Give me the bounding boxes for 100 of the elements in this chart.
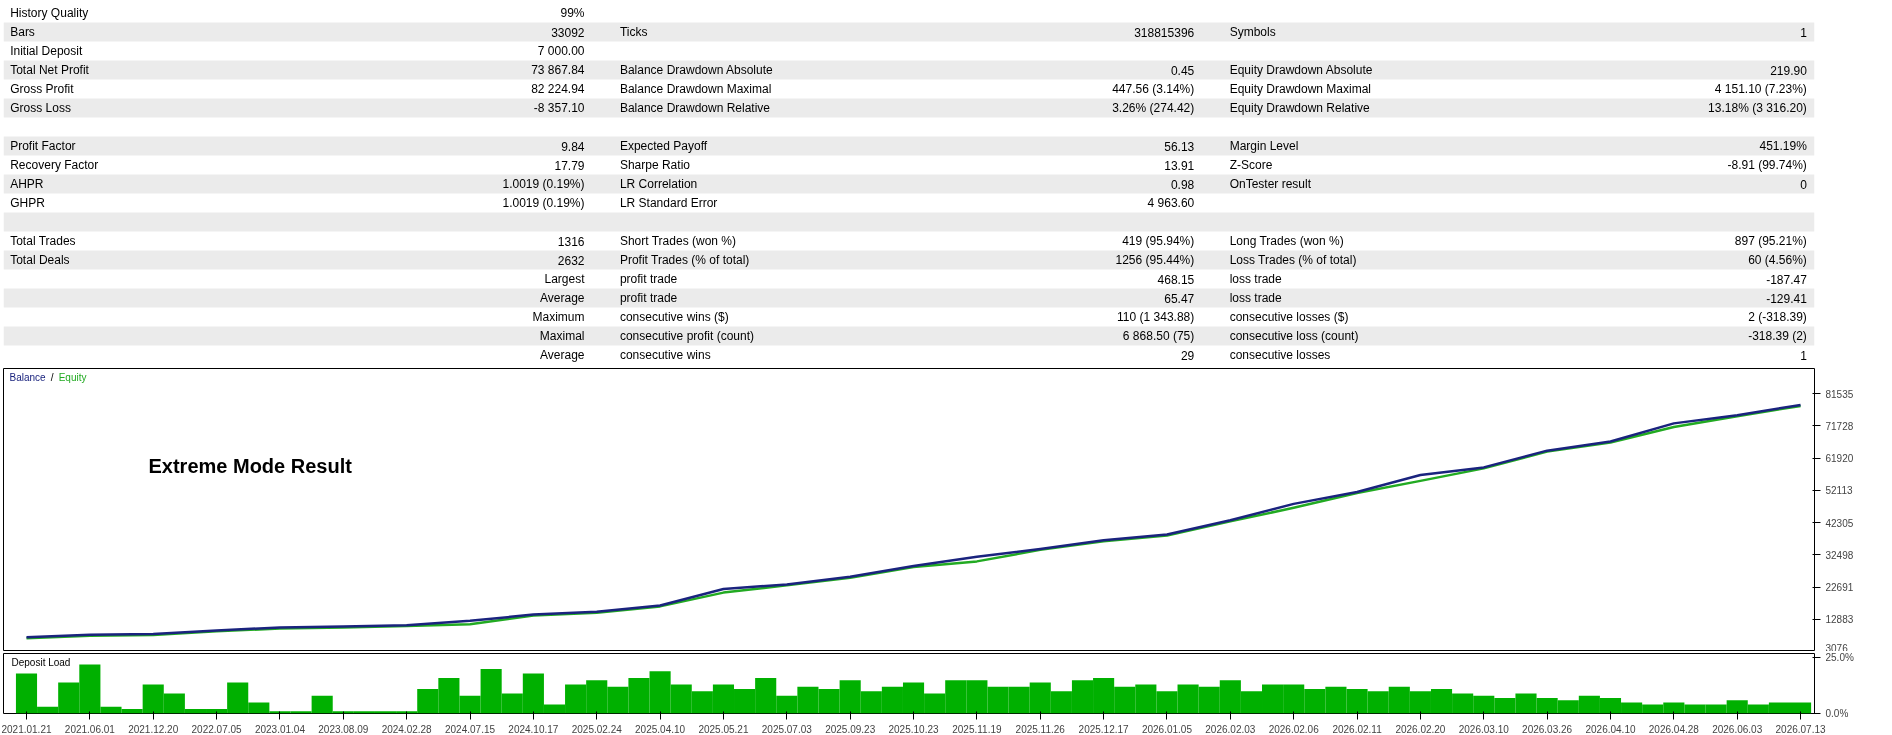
text: AHPR xyxy=(10,177,44,191)
text: Equity Drawdown Absolute xyxy=(1229,63,1373,77)
text: GHPR xyxy=(10,196,46,210)
text: Recovery Factor xyxy=(10,158,99,172)
x-tick-label: 2026.02.20 xyxy=(1395,723,1446,735)
text: Gross Loss xyxy=(10,101,71,115)
y-tick-label: 42305 xyxy=(1825,517,1854,529)
text: 73 867.84 xyxy=(531,63,585,77)
text: History Quality xyxy=(10,6,89,20)
text: 219.90 xyxy=(1770,63,1808,78)
text: Bars xyxy=(10,25,35,39)
text: LR Standard Error xyxy=(619,196,718,210)
text: Short Trades (won %) xyxy=(619,234,736,248)
text: 1 xyxy=(1800,25,1808,40)
text: -8 357.10 xyxy=(533,101,585,115)
text: consecutive profit (count) xyxy=(619,329,754,343)
text: Equity Drawdown Relative xyxy=(1229,101,1371,115)
x-tick-label: 2025.02.24 xyxy=(571,723,623,735)
text: 33092 xyxy=(551,25,585,40)
chart-title: Deposit Load xyxy=(11,656,71,668)
text: Sharpe Ratio xyxy=(619,158,691,172)
text: 419 (95.94%) xyxy=(1122,234,1195,248)
text: consecutive loss (count) xyxy=(1229,329,1359,343)
x-tick-label: 2026.03.10 xyxy=(1458,723,1510,735)
text: Total Deals xyxy=(10,253,70,267)
x-tick-label: 2025.10.23 xyxy=(888,723,939,735)
text: LR Correlation xyxy=(619,177,698,191)
x-tick-label: 2025.12.17 xyxy=(1078,723,1130,735)
text: Average xyxy=(540,348,585,362)
x-tick-label: 2024.10.17 xyxy=(508,723,559,735)
text: 0.98 xyxy=(1170,177,1195,192)
text: Balance xyxy=(9,371,47,383)
text: Balance Drawdown Relative xyxy=(619,101,771,115)
text: Total Net Profit xyxy=(10,63,90,77)
text: 29 xyxy=(1180,348,1195,363)
text: 1316 xyxy=(557,234,585,249)
text: 13.18% (3 316.20) xyxy=(1708,101,1807,115)
text: 451.19% xyxy=(1759,139,1808,153)
text: Loss Trades (% of total) xyxy=(1229,253,1357,267)
text: Maximal xyxy=(539,329,585,343)
text: OnTester result xyxy=(1229,177,1312,191)
x-tick-label: 2026.03.26 xyxy=(1522,723,1573,735)
text: 82 224.94 xyxy=(531,82,585,96)
text: 447.56 (3.14%) xyxy=(1112,82,1195,96)
text: Long Trades (won %) xyxy=(1229,234,1344,248)
x-tick-label: 2023.08.09 xyxy=(318,723,369,735)
text: 0.45 xyxy=(1170,63,1195,78)
x-tick-label: 2026.06.03 xyxy=(1712,723,1763,735)
text: 4 963.60 xyxy=(1147,196,1195,210)
x-tick-label: 2026.02.03 xyxy=(1205,723,1256,735)
text: Initial Deposit xyxy=(10,44,83,58)
text: 6 868.50 (75) xyxy=(1122,329,1195,343)
text: Profit Trades (% of total) xyxy=(619,253,750,267)
text: Largest xyxy=(544,272,586,286)
text: 110 (1 343.88) xyxy=(1117,310,1195,324)
text: profit trade xyxy=(619,291,678,305)
x-tick-label: 2026.02.06 xyxy=(1268,723,1320,735)
y-tick-label: 61920 xyxy=(1825,453,1854,465)
x-tick-label: 2026.01.05 xyxy=(1141,723,1193,735)
x-tick-label: 2025.07.03 xyxy=(761,723,813,735)
text: 318815396 xyxy=(1134,25,1195,40)
x-tick-label: 2026.04.10 xyxy=(1585,723,1636,735)
text: Equity Drawdown Maximal xyxy=(1229,82,1372,96)
y-tick-label: 32498 xyxy=(1825,549,1854,561)
text: 3.26% (274.42) xyxy=(1112,101,1195,115)
annotation: Extreme Mode Result xyxy=(148,454,353,477)
text: 7 000.00 xyxy=(537,44,585,58)
text: Ticks xyxy=(619,25,648,39)
y-tick-label: 52113 xyxy=(1825,485,1853,497)
text: Expected Payoff xyxy=(619,139,708,153)
text: Margin Level xyxy=(1229,139,1299,153)
text: consecutive wins xyxy=(619,348,711,362)
text: Z-Score xyxy=(1229,158,1273,172)
x-tick-label: 2024.07.15 xyxy=(444,723,496,735)
text: Gross Profit xyxy=(10,82,75,96)
y-tick-label: 3076 xyxy=(1825,642,1849,654)
text: Symbols xyxy=(1229,25,1276,39)
text: 99% xyxy=(560,6,585,20)
text: 2 (-318.39) xyxy=(1748,310,1807,324)
text: Average xyxy=(540,291,585,305)
x-tick-label: 2026.04.28 xyxy=(1648,723,1700,735)
text: 897 (95.21%) xyxy=(1734,234,1807,248)
y-tick-label: 81535 xyxy=(1825,388,1854,400)
x-tick-label: 2021.12.20 xyxy=(128,723,179,735)
text: 1 xyxy=(1800,348,1808,363)
text: consecutive losses ($) xyxy=(1229,310,1349,324)
x-tick-label: 2025.04.10 xyxy=(635,723,686,735)
text: 468.15 xyxy=(1157,272,1195,287)
text: -129.41 xyxy=(1766,291,1808,306)
text: 9.84 xyxy=(561,139,585,154)
text: Balance Drawdown Absolute xyxy=(619,63,774,77)
y-tick-label: 25.0% xyxy=(1825,652,1854,664)
text: -318.39 (2) xyxy=(1748,329,1807,343)
text: loss trade xyxy=(1229,291,1283,305)
text: 1.0019 (0.19%) xyxy=(502,196,585,210)
text: profit trade xyxy=(619,272,678,286)
text: Balance Drawdown Maximal xyxy=(619,82,772,96)
y-tick-label: 0.0% xyxy=(1825,708,1849,719)
x-tick-label: 2026.02.11 xyxy=(1332,723,1383,735)
x-tick-label: 2025.09.23 xyxy=(825,723,876,735)
